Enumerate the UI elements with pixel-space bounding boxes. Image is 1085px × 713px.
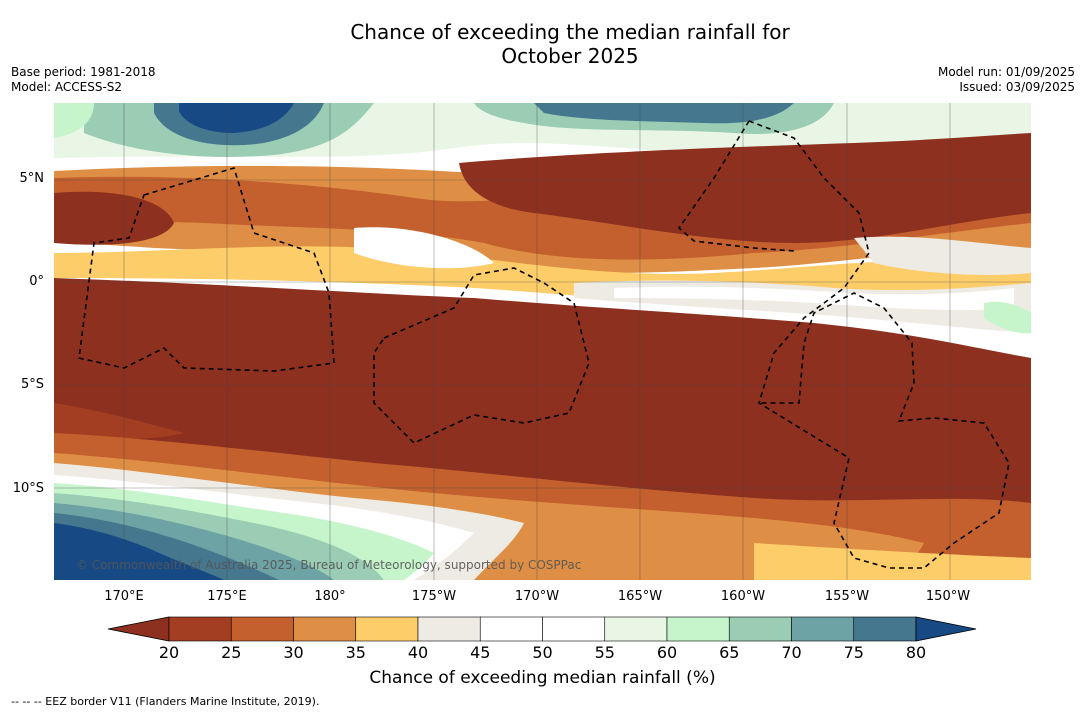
colorbar-over-arrow (915, 616, 977, 642)
colorbar-tick-label: 80 (905, 643, 927, 662)
lat-label-5s: 5°S (20, 377, 44, 392)
copyright-text: © Commonwealth of Australia 2025, Bureau… (76, 558, 582, 572)
colorbar-under-arrow (108, 616, 170, 642)
lon-label-175w: 175°W (411, 589, 457, 604)
colorbar-segment (791, 616, 855, 642)
colorbar-segment (479, 616, 543, 642)
lon-label-165w: 165°W (617, 589, 663, 604)
lat-label-0: 0° (29, 274, 44, 289)
colorbar-segment (168, 616, 232, 642)
colorbar-segment (853, 616, 917, 642)
colorbar-tick-label: 30 (283, 643, 304, 662)
colorbar-title: Chance of exceeding median rainfall (%) (369, 668, 716, 688)
colorbar-tick-label: 75 (843, 643, 864, 662)
eez-footnote: -- -- -- EEZ border V11 (Flanders Marine… (11, 695, 320, 708)
lon-label-160w: 160°W (720, 589, 766, 604)
colorbar-tick-label: 70 (781, 643, 802, 662)
base-period: Base period: 1981-2018 (11, 65, 156, 79)
issued-date: Issued: 03/09/2025 (959, 79, 1075, 94)
lon-label-155w: 155°W (824, 589, 870, 604)
colorbar-tick-label: 60 (656, 643, 678, 662)
lat-label-5n: 5°N (19, 171, 45, 186)
colorbar-segment (728, 616, 792, 642)
lon-label-170w: 170°W (514, 589, 560, 604)
colorbar-tick-label: 25 (221, 643, 242, 662)
colorbar-tick-label: 65 (719, 643, 740, 662)
lon-label-150w: 150°W (925, 589, 971, 604)
lat-label-10s: 10°S (12, 481, 44, 496)
lon-label-175e: 175°E (207, 589, 247, 604)
map-title-line2: October 2025 (501, 44, 639, 68)
colorbar-segment (293, 616, 357, 642)
map-title: Chance of exceeding the median rainfall … (0, 20, 1085, 68)
colorbar-segment (666, 616, 730, 642)
colorbar-tick-label: 20 (158, 643, 180, 662)
colorbar-segment (417, 616, 481, 642)
colorbar-tick-label: 40 (407, 643, 429, 662)
colorbar-segment (230, 616, 294, 642)
model-name: Model: ACCESS-S2 (11, 79, 123, 94)
colorbar-segment (355, 616, 419, 642)
rainfall-map (54, 103, 1031, 580)
colorbar-tick-label: 35 (345, 643, 366, 662)
colorbar-tick-label: 50 (532, 643, 553, 662)
colorbar-segment (604, 616, 668, 642)
model-run: Model run: 01/09/2025 (937, 65, 1075, 79)
rainfall-map-svg (54, 103, 1031, 580)
colorbar-tick-label: 45 (470, 643, 491, 662)
map-title-line1: Chance of exceeding the median rainfall … (350, 20, 790, 44)
meta-right: Model run: 01/09/2025 Issued: 03/09/2025 (938, 65, 1075, 94)
lon-label-170e: 170°E (104, 589, 144, 604)
colorbar-segment (542, 616, 606, 642)
colorbar-tick-label: 55 (594, 643, 615, 662)
lon-label-180: 180° (314, 589, 346, 604)
colorbar (108, 616, 977, 642)
meta-left: Base period: 1981-2018 Model: ACCESS-S2 (11, 65, 156, 94)
